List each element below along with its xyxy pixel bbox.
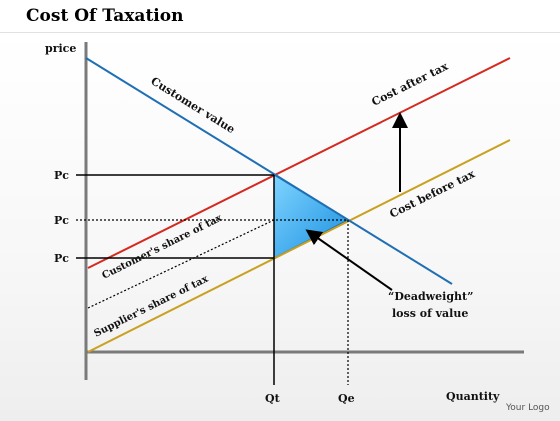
footer-logo-text: Your Logo (505, 403, 550, 413)
price-label-upper: Pc (54, 169, 69, 182)
qty-label-qe: Qe (338, 392, 355, 405)
deadweight-arrow (305, 229, 393, 291)
supply-after-tax-line (87, 57, 511, 269)
x-axis-label: Quantity (446, 390, 500, 403)
y-axis-label: price (45, 42, 76, 55)
supply-before-tax-line (87, 139, 511, 353)
qty-label-qt: Qt (265, 392, 281, 405)
supplier-share-label: Supplier's share of tax (92, 273, 210, 339)
deadweight-loss-area (273, 174, 350, 259)
deadweight-caption-line2: loss of value (392, 307, 468, 320)
page-title: Cost Of Taxation (26, 6, 184, 26)
customer-share-label: Customer's share of tax (100, 212, 224, 281)
deadweight-caption-line1: “Deadweight” (388, 290, 473, 303)
cost-after-tax-label: Cost after tax (370, 60, 451, 109)
price-label-middle: Pc (54, 214, 69, 227)
demand-line (85, 57, 453, 285)
price-label-lower: Pc (54, 252, 69, 265)
